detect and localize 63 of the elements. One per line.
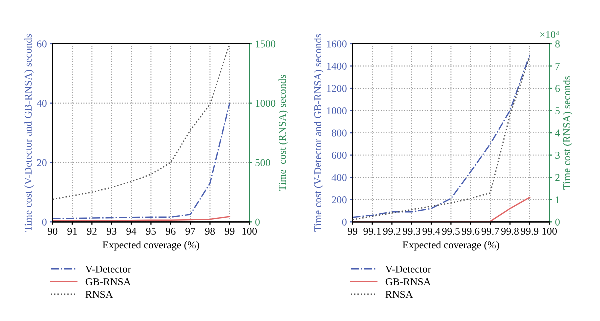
y-tick-label: 0 [42,218,47,226]
y-tick-label: 60 [37,40,47,48]
text: ×10⁴ [540,31,560,38]
y-axis-title: Time cost (V-Detector and GB-RNSA) seconds [24,34,34,232]
x-tick-label: 97 [186,228,196,236]
x-tick-label: 99 [225,228,235,236]
x-axis-title: Expected coverage (%) [102,241,200,251]
x-tick-label: 99.1 [364,228,381,236]
x-axis-title: Expected coverage (%) [402,241,500,251]
legend-label: RNSA [386,291,414,298]
legend-label: RNSA [86,291,114,298]
line-series [52,102,231,220]
y-tick-label: 40 [37,100,47,108]
y-tick-label: 20 [37,159,47,166]
x-tick-label: 98 [205,228,216,236]
y2-tick-label: 1000 [256,100,276,108]
y-tick-label: 1600 [327,40,347,48]
legend-label: GB-RNSA [386,278,432,286]
y2-tick-label: 8 [556,40,560,48]
x-tick-label: 91 [68,228,78,236]
y2-tick-label: 0 [556,218,560,226]
x-tick-label: 100 [242,228,258,236]
y-tick-label: 1000 [327,107,347,114]
x-tick-label: 99.7 [482,228,500,236]
y-axis-title: Time cost (V-Detector and GB-RNSA) seconds [314,34,324,232]
legend-label: V-Detector [86,266,132,273]
y2-tick-label: 5 [556,108,560,114]
legend-label: GB-RNSA [86,278,132,286]
y2-tick-label: 2 [556,174,560,182]
line-series [52,43,231,200]
x-tick-label: 99.4 [422,228,440,236]
y-tick-label: 0 [342,218,347,226]
x-tick-label: 95 [146,228,156,236]
x-tick-label: 90 [48,228,58,236]
y2-axis-title: Time cost (RNSA) seconds [563,76,573,190]
x-tick-label: 99.6 [462,228,480,236]
x-tick-label: 96 [166,228,176,236]
x-tick-label: 99.2 [383,228,401,236]
y-tick-label: 400 [332,174,347,182]
y2-tick-label: 1500 [256,40,276,48]
x-tick-label: 100 [542,228,558,236]
y-tick-label: 800 [332,130,347,137]
y2-tick-label: 6 [556,85,560,92]
y2-tick-label: 1 [556,196,560,204]
legend-label: V-Detector [386,266,432,273]
y2-tick-label: 0 [256,218,260,226]
x-tick-label: 99.3 [403,228,421,236]
x-tick-label: 92 [87,228,97,236]
y-tick-label: 200 [332,196,347,204]
y2-axis-title: Time cost (RNSA) seconds [278,75,288,192]
y-tick-label: 1400 [327,62,347,70]
y2-tick-label: 7 [556,63,560,70]
x-tick-label: 99.5 [442,228,460,236]
y-tick-label: 1200 [327,85,347,92]
y2-tick-label: 3 [556,152,560,160]
y2-tick-label: 4 [555,130,560,137]
x-tick-label: 94 [126,228,137,236]
y2-tick-label: 500 [256,159,270,166]
y-tick-label: 600 [332,152,347,160]
x-tick-label: 99.8 [501,228,519,236]
x-tick-label: 93 [106,228,117,236]
x-tick-label: 99 [348,228,358,236]
x-tick-label: 99.9 [521,228,539,236]
